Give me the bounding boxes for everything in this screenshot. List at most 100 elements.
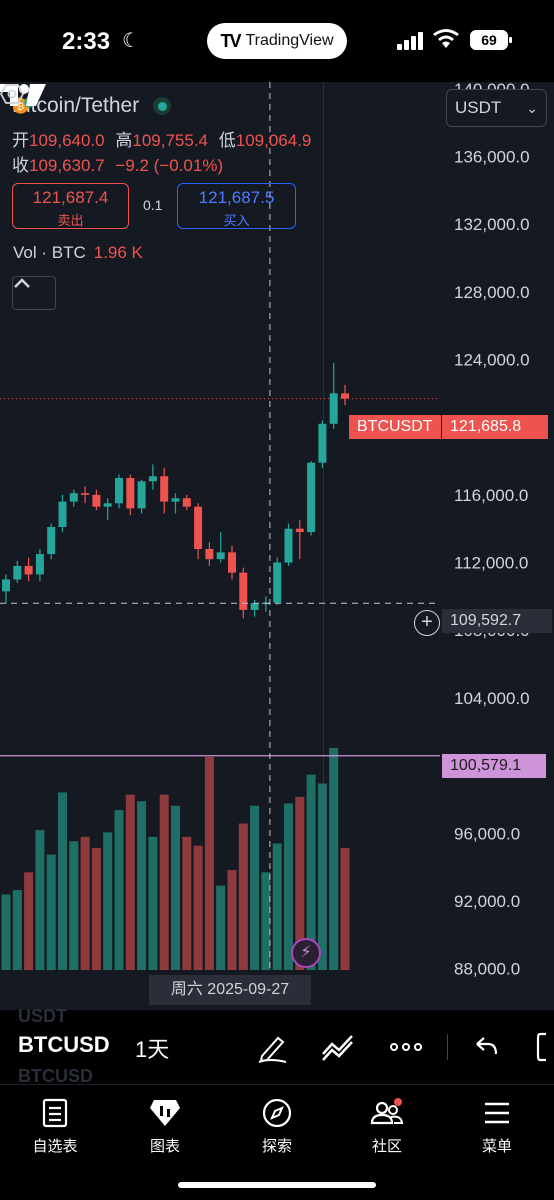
volume-bar [69, 841, 79, 970]
volume-bar [306, 774, 316, 970]
volume-bar [238, 823, 248, 970]
currency-select-value: USDT [455, 98, 502, 117]
volume-bar [46, 854, 56, 970]
volume-bar [58, 792, 67, 970]
spread-value: 0.1 [143, 197, 163, 213]
candle-body [160, 476, 169, 502]
volume-bar [103, 832, 113, 970]
add-alert-plus-icon[interactable]: + [414, 610, 440, 636]
volume-bar [12, 890, 22, 970]
lightning-icon[interactable]: ⚡ [291, 938, 321, 968]
nav-chart-label: 图表 [149, 1138, 180, 1155]
chevron-up-icon [14, 278, 30, 288]
toolbar-symbol[interactable]: BTCUSD [18, 1032, 110, 1057]
collapse-legend-button[interactable] [12, 276, 56, 310]
last-price-tag: 121,685.8 [442, 415, 548, 439]
candle-body [205, 548, 214, 560]
menu-icon [485, 1102, 509, 1124]
y-axis-tick-label: 132,000.0 [454, 215, 530, 234]
candle-body [2, 579, 10, 592]
candle-body [307, 462, 316, 533]
volume-bar [227, 870, 237, 970]
volume-label: Vol · BTC [13, 243, 86, 262]
volume-bar [295, 796, 305, 970]
indicators-icon[interactable] [320, 1030, 356, 1064]
candle-body [318, 423, 327, 463]
volume-bar [329, 748, 339, 970]
buy-button[interactable]: 121,687.5 买入 [177, 183, 296, 229]
candle-body [69, 493, 78, 502]
candle-body [35, 554, 44, 575]
symbol-title: Bitcoin/Tether [12, 94, 140, 117]
volume-bar [91, 847, 101, 970]
sell-price: 121,687.4 [32, 188, 109, 207]
nav-explore[interactable]: 探索 [237, 1095, 317, 1156]
close-label: 收 [12, 156, 29, 175]
currency-select[interactable]: USDT ⌄ [446, 89, 547, 127]
chart-area[interactable]: 140,000.0136,000.0132,000.0128,000.0124,… [0, 82, 554, 1010]
horizontal-line-price-tag[interactable]: 100,579.1 [442, 754, 546, 778]
volume-bar [171, 805, 180, 970]
nav-watchlist-label: 自选表 [32, 1138, 78, 1155]
candle-body [126, 477, 135, 509]
volume-value: 1.96 K [93, 243, 143, 262]
candle-body [284, 528, 293, 563]
candle-body [148, 476, 157, 482]
ohlc-row-1: 开109,640.0 高109,755.4 低109,064.9 [12, 126, 317, 151]
more-options-icon[interactable] [389, 1038, 423, 1056]
candle-body [341, 393, 349, 399]
toolbar-ghost-bottom: BTCUSD [18, 1066, 93, 1086]
wifi-icon [433, 29, 459, 48]
sell-button[interactable]: 121,687.4 卖出 [12, 183, 129, 229]
y-axis-tick-label: 136,000.0 [454, 147, 530, 166]
nav-watchlist[interactable]: 自选表 [15, 1095, 95, 1156]
nav-community[interactable]: 社区 [347, 1095, 427, 1156]
candle-body [329, 393, 338, 424]
crosshair-date-label: 周六 2025-09-27 [149, 975, 311, 1005]
nav-chart[interactable]: 图表 [125, 1095, 205, 1156]
app-pill-label: TradingView [245, 32, 334, 49]
volume-bar [340, 847, 350, 970]
volume-bar [182, 836, 192, 970]
high-label: 高 [115, 131, 133, 150]
nav-community-label: 社区 [371, 1138, 402, 1155]
candle-body [58, 501, 67, 527]
interval-selector[interactable]: 1天 [135, 1037, 170, 1062]
svg-text:₿: ₿ [17, 101, 24, 112]
volume-bar [114, 810, 124, 970]
candle-body [47, 527, 56, 555]
chart-toolbar: USDT BTCUSD BTCUSD 1天 [0, 1006, 554, 1086]
nav-menu[interactable]: 菜单 [457, 1095, 537, 1156]
sell-label: 卖出 [57, 213, 84, 228]
undo-icon[interactable] [472, 1030, 500, 1064]
drawing-pen-icon[interactable] [256, 1030, 290, 1064]
chart-icon [150, 1100, 180, 1126]
candle-body [250, 603, 259, 610]
volume-bar [159, 794, 169, 970]
low-label: 低 [218, 131, 236, 150]
nav-explore-label: 探索 [261, 1138, 292, 1155]
candle-body [273, 562, 282, 603]
status-bar: 2:33 ☾ TV TradingView 69 [0, 0, 554, 82]
market-status-icon [153, 97, 172, 115]
y-axis-tick-label: 104,000.0 [454, 689, 530, 708]
volume-bar [80, 836, 90, 970]
candle-body [13, 565, 22, 580]
volume-bar [272, 843, 282, 970]
chevron-down-icon: ⌄ [526, 100, 538, 116]
signal-icon [397, 32, 423, 50]
toolbar-divider [447, 1034, 448, 1060]
status-time: 2:33 [62, 28, 111, 55]
compass-icon [262, 1098, 292, 1128]
volume-bar [317, 783, 327, 970]
nav-menu-label: 菜单 [481, 1138, 512, 1155]
buy-label: 买入 [223, 213, 250, 228]
volume-bar [125, 794, 135, 970]
volume-legend[interactable]: Vol · BTC 1.96 K [13, 243, 143, 263]
fullscreen-icon[interactable] [536, 1030, 554, 1064]
change-value: −9.2 (−0.01%) [115, 156, 224, 175]
crosshair-price-tag: 109,592.7 [442, 609, 552, 633]
open-value: 109,640.0 [29, 131, 105, 150]
chart-settings-icon[interactable] [0, 82, 24, 106]
app-pill[interactable]: TV TradingView [207, 23, 347, 59]
